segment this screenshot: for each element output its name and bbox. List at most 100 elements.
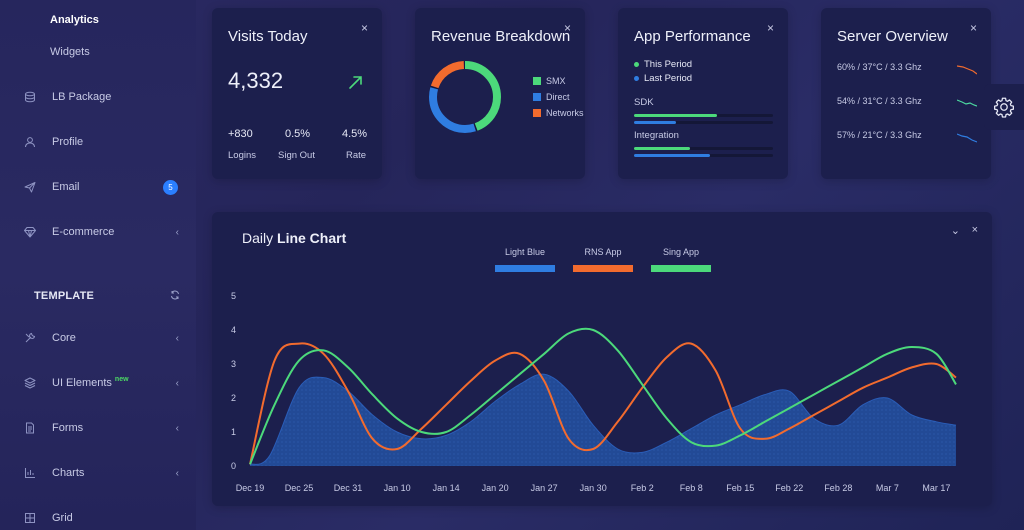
sidebar-item-label: Charts [52,467,85,479]
card-title: Revenue Breakdown [431,28,571,45]
trend-up-icon [349,76,362,89]
sidebar-item-label: Forms [52,422,84,434]
server-row-1: 60% / 37°C / 3.3 Ghz [837,62,922,72]
sidebar-subitem-analytics[interactable]: Analytics [50,14,99,26]
sidebar-item-ui-elements[interactable]: UI Elements new ‹ [22,372,187,394]
legend-label: Light Blue [505,247,545,257]
sidebar-item-charts[interactable]: Charts ‹ [22,462,187,484]
rate-label: Rate [346,150,367,161]
sidebar-item-label: Profile [52,136,84,148]
close-icon[interactable]: × [360,21,368,35]
sidebar-item-profile[interactable]: Profile [22,131,187,153]
x-tick-label: Jan 14 [433,483,460,493]
close-icon[interactable]: × [969,21,977,35]
sidebar-item-label: Email [52,181,80,193]
legend-label: Direct [546,92,570,102]
legend-swatch [533,77,541,85]
legend-swatch [533,109,541,117]
sign-out-label: Sign Out [278,150,315,161]
sparkline [957,133,977,143]
legend-item-this-period: This Period [634,59,692,70]
x-tick-label: Feb 8 [680,483,703,493]
sidebar-item-label: LB Package [52,91,112,103]
server-row-2: 54% / 31°C / 3.3 Ghz [837,96,922,106]
close-icon[interactable]: × [971,224,978,236]
legend-swatch [573,265,633,272]
sidebar-subitem-widgets[interactable]: Widgets [50,46,90,58]
x-tick-label: Jan 20 [482,483,509,493]
y-tick-label: 3 [231,359,236,369]
line-chart-plot: 0 1 2 3 4 5 Dec 19 Dec 25 Dec 31 Jan 10 Jan 14 Jan … [231,247,957,493]
sidebar-item-grid[interactable]: Grid [22,507,187,529]
sidebar-item-label: Core [52,332,76,344]
x-tick-label: Mar 17 [922,483,950,493]
sidebar: Analytics Widgets LB Package Profile Ema… [0,0,196,530]
progress-fill-last-period [634,154,711,157]
server-row-3: 57% / 21°C / 3.3 Ghz [837,130,922,140]
daily-line-chart-card: Daily Line Chart ⌄ × 0 1 2 3 4 5 Dec 19 Dec 25 D… [212,212,992,506]
refresh-icon[interactable] [170,290,180,303]
legend-dot [634,62,639,67]
legend-label: Networks [546,108,584,118]
progress-bar [634,154,773,157]
sidebar-item-e-commerce[interactable]: E-commerce ‹ [22,221,187,243]
legend-label: Last Period [644,73,693,84]
metric-label-sdk: SDK [634,97,654,108]
sidebar-item-core[interactable]: Core ‹ [22,327,187,349]
series-line-sing-app [249,327,957,465]
sidebar-item-forms[interactable]: Forms ‹ [22,417,187,439]
y-tick-label: 2 [231,393,236,403]
chart-title-bold: Line Chart [277,230,347,246]
progress-bar [634,147,773,150]
diamond-icon [22,224,38,240]
legend-item-direct: Direct [533,92,570,102]
chart-title-prefix: Daily [242,230,278,246]
progress-bar [634,121,773,124]
x-tick-label: Jan 10 [384,483,411,493]
chevron-left-icon: ‹ [175,377,179,389]
sidebar-item-email[interactable]: Email 5 [22,176,187,198]
sidebar-item-label: E-commerce [52,226,115,238]
x-tick-label: Jan 27 [531,483,558,493]
chart-icon [22,465,38,481]
email-count-badge: 5 [163,179,178,195]
document-icon [22,420,38,436]
legend-label: SMX [546,76,566,86]
legend-label: This Period [644,59,693,70]
progress-fill-this-period [634,147,690,150]
tools-icon [22,330,38,346]
series-line-rns-app [249,342,957,465]
chevron-down-icon[interactable]: ⌄ [950,225,960,237]
logins-label: Logins [228,150,256,161]
x-tick-label: Feb 15 [726,483,754,493]
close-icon[interactable]: × [563,21,571,35]
x-tick-label: Feb 22 [775,483,803,493]
settings-button[interactable] [984,84,1024,130]
legend-dot [634,76,639,81]
sidebar-item-label: Grid [52,512,73,524]
chevron-left-icon: ‹ [175,467,179,479]
server-overview-card: Server Overview × 60% / 37°C / 3.3 Ghz 5… [821,8,991,179]
legend-item-smx: SMX [533,76,566,86]
sparkline [957,99,977,107]
series-line-light-blue [249,373,957,465]
donut-slice-direct [429,61,501,133]
logins-value: +830 [228,128,253,140]
progress-fill-this-period [634,114,718,117]
legend-item-last-period: Last Period [634,73,692,84]
legend-swatch [533,93,541,101]
close-icon[interactable]: × [766,21,774,35]
x-tick-label: Dec 25 [285,483,314,493]
x-tick-label: Feb 2 [631,483,654,493]
revenue-breakdown-card: Revenue Breakdown × SMX Direct Networks [415,8,585,179]
database-icon [22,89,38,105]
legend-item-networks: Networks [533,108,584,118]
area-texture [250,374,956,466]
chart-title: Daily Line Chart [242,230,346,246]
sidebar-item-lb-package[interactable]: LB Package [22,86,187,108]
x-tick-label: Mar 7 [876,483,899,493]
visits-value: 4,332 [228,68,284,93]
sparkline [957,65,977,75]
card-title: App Performance [634,28,751,45]
legend-swatch [495,265,555,272]
